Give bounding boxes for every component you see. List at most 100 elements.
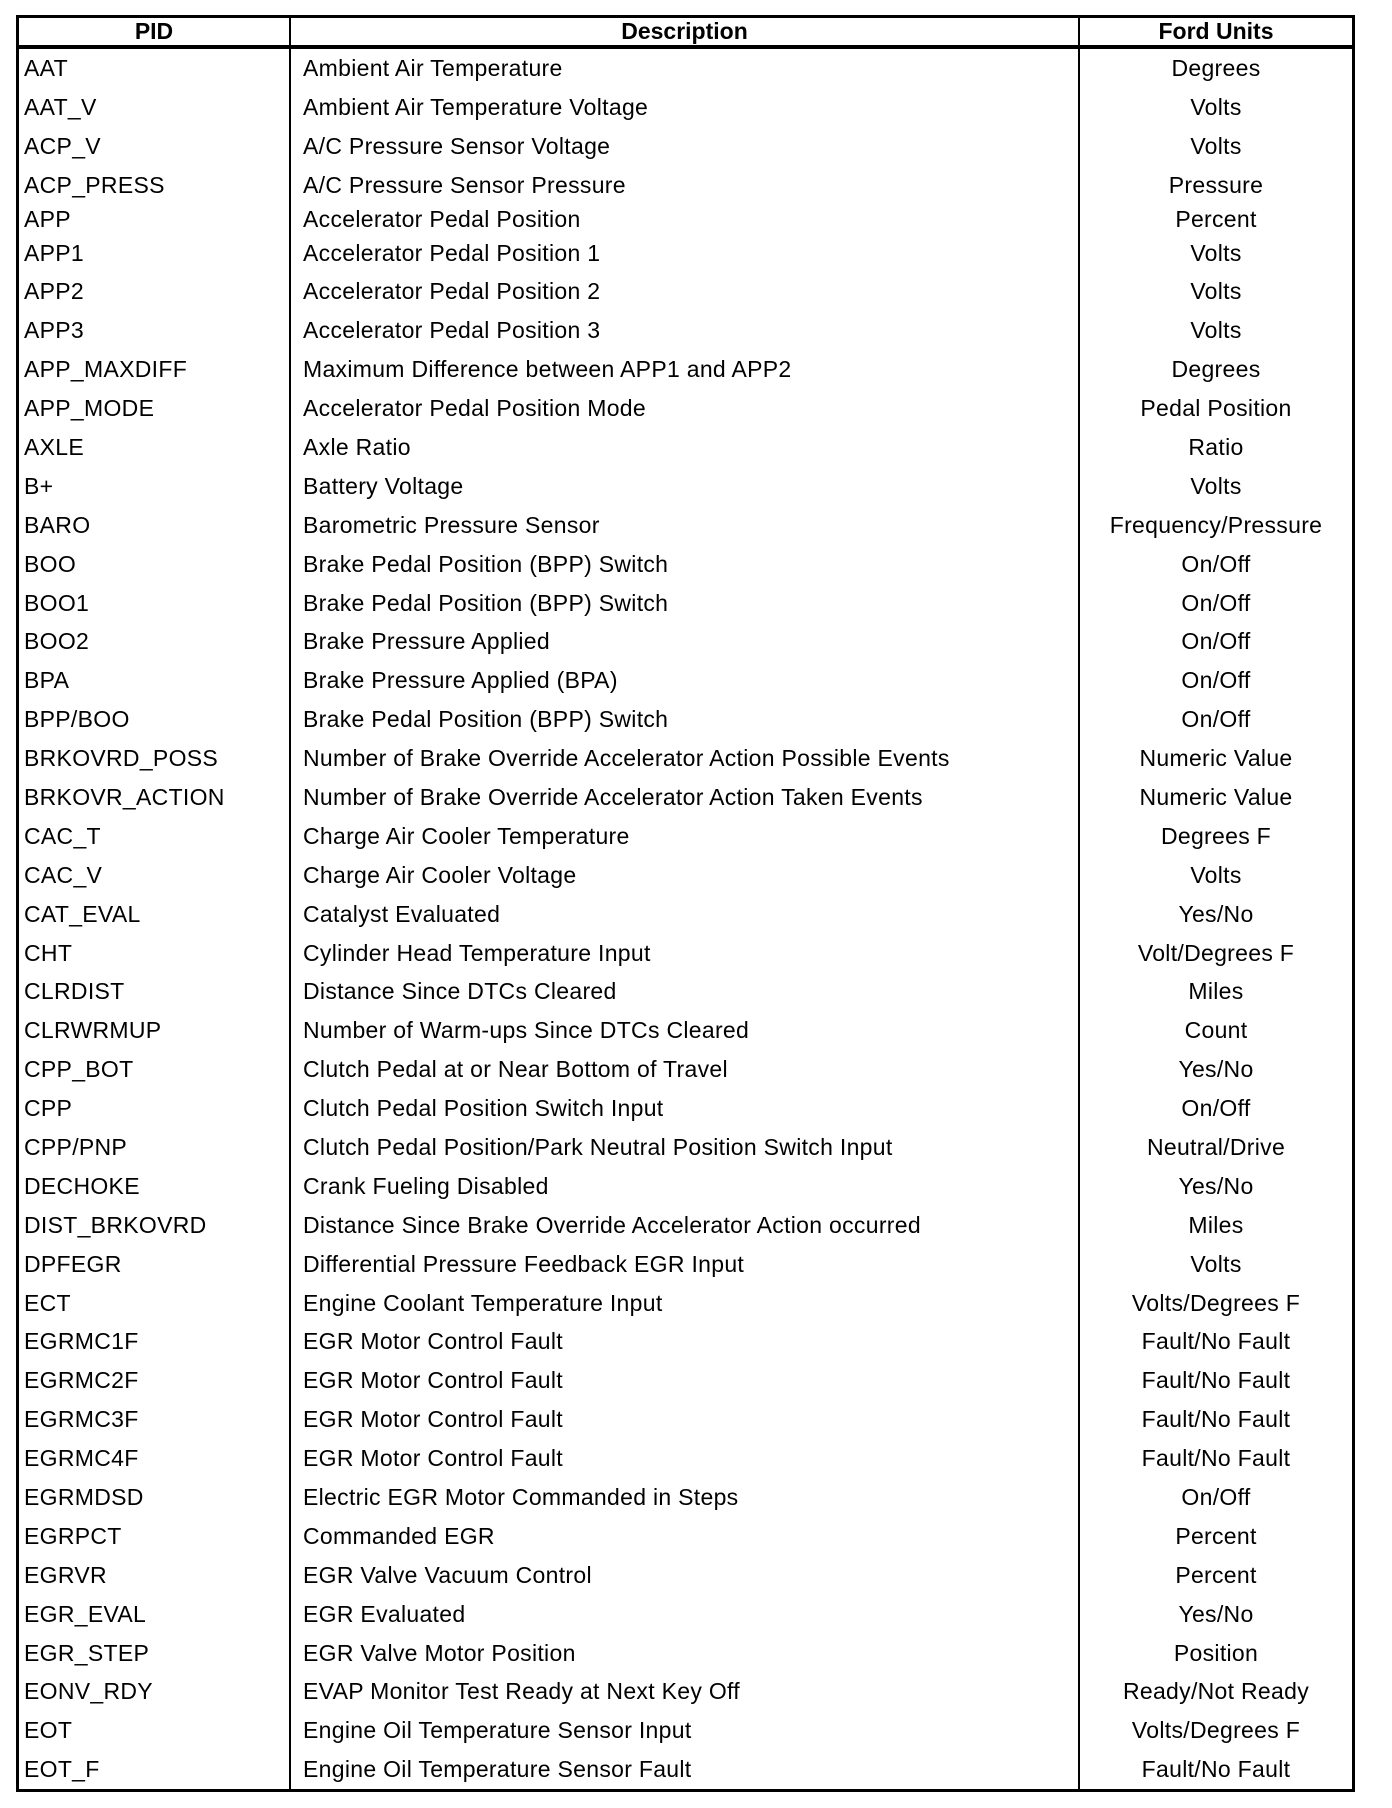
pid-cell: EGRMC3F xyxy=(19,1400,291,1440)
table-row: BARO Barometric Pressure Sensor Frequency/… xyxy=(19,505,1352,545)
description-cell: Accelerator Pedal Position Mode xyxy=(291,389,1080,429)
description-cell: Ambient Air Temperature xyxy=(291,49,1080,88)
pid-cell: APP1 xyxy=(19,233,291,273)
pid-cell: ECT xyxy=(19,1283,291,1323)
table-row: APP_MODE Accelerator Pedal Position Mode P… xyxy=(19,389,1352,429)
pid-cell: CPP/PNP xyxy=(19,1128,291,1167)
units-cell: Percent xyxy=(1175,1522,1257,1549)
description-cell: Brake Pressure Applied xyxy=(291,622,1080,662)
description-cell: Ambient Air Temperature Voltage xyxy=(291,87,1080,127)
table-header: PID Description Ford Units xyxy=(19,18,1352,49)
description-cell: Engine Oil Temperature Sensor Input xyxy=(291,1711,1080,1751)
description-cell: Battery Voltage xyxy=(291,466,1080,506)
pid-cell: ACP_V xyxy=(19,126,291,166)
units-cell: Yes/No xyxy=(1178,1600,1254,1627)
pid-cell: BOO1 xyxy=(19,583,291,623)
units-cell: Miles xyxy=(1188,978,1244,1005)
units-cell: On/Off xyxy=(1181,667,1251,694)
pid-cell: AAT_V xyxy=(19,87,291,127)
pid-cell: APP xyxy=(19,204,291,234)
table-row: EOT Engine Oil Temperature Sensor Input Vo… xyxy=(19,1711,1352,1751)
table-row: EGRMC4F EGR Motor Control Fault Fault/No F… xyxy=(19,1439,1352,1479)
header-description: Description xyxy=(291,18,1080,45)
pid-cell: EGR_EVAL xyxy=(19,1594,291,1634)
table-row: AXLE Axle Ratio Ratio xyxy=(19,428,1352,467)
description-cell: Number of Brake Override Accelerator Act… xyxy=(291,739,1080,779)
description-cell: Accelerator Pedal Position 1 xyxy=(291,233,1080,273)
units-cell: On/Off xyxy=(1181,550,1251,577)
pid-cell: EGR_STEP xyxy=(19,1633,291,1673)
table-row: EGRMDSD Electric EGR Motor Commanded in S… xyxy=(19,1478,1352,1517)
pid-cell: CPP xyxy=(19,1089,291,1129)
description-cell: EGR Evaluated xyxy=(291,1594,1080,1634)
pid-cell: CAC_V xyxy=(19,855,291,895)
description-cell: Barometric Pressure Sensor xyxy=(291,505,1080,545)
description-cell: Charge Air Cooler Temperature xyxy=(291,816,1080,856)
pid-cell: BOO2 xyxy=(19,622,291,662)
description-cell: Clutch Pedal Position Switch Input xyxy=(291,1089,1080,1129)
table-row: BRKOVRD_POSS Number of Brake Override Acc… xyxy=(19,739,1352,779)
table-row: APP Accelerator Pedal Position Percent xyxy=(19,204,1352,234)
table-row: AAT Ambient Air Temperature Degrees xyxy=(19,49,1352,88)
units-cell: On/Off xyxy=(1181,1484,1251,1510)
description-cell: Brake Pedal Position (BPP) Switch xyxy=(291,583,1080,623)
table-row: EOT_F Engine Oil Temperature Sensor Fault… xyxy=(19,1750,1352,1790)
units-cell: Degrees xyxy=(1171,54,1261,81)
pid-cell: DPFEGR xyxy=(19,1244,291,1284)
pid-cell: BPP/BOO xyxy=(19,700,291,740)
units-cell: Pedal Position xyxy=(1140,395,1292,422)
table-row: AAT_V Ambient Air Temperature Voltage Volt… xyxy=(19,87,1352,127)
pid-table: PID Description Ford Units AAT Ambient Ai… xyxy=(16,15,1355,1792)
units-cell: Volts/Degrees F xyxy=(1131,1289,1301,1316)
pid-cell: BRKOVRD_POSS xyxy=(19,739,291,779)
units-cell: Volts xyxy=(1190,1250,1242,1277)
pid-cell: CLRWRMUP xyxy=(19,1011,291,1051)
pid-cell: APP_MODE xyxy=(19,389,291,429)
table-row: CAT_EVAL Catalyst Evaluated Yes/No xyxy=(19,894,1352,934)
units-cell: Volt/Degrees F xyxy=(1137,939,1295,966)
pid-cell: DIST_BRKOVRD xyxy=(19,1205,291,1245)
description-cell: Brake Pressure Applied (BPA) xyxy=(291,661,1080,701)
description-cell: Brake Pedal Position (BPP) Switch xyxy=(291,544,1080,584)
description-cell: EGR Motor Control Fault xyxy=(291,1400,1080,1440)
units-cell: Fault/No Fault xyxy=(1141,1328,1291,1355)
units-cell: Volts xyxy=(1190,472,1242,499)
units-cell: Percent xyxy=(1175,1561,1257,1588)
description-cell: Differential Pressure Feedback EGR Input xyxy=(291,1244,1080,1284)
description-cell: A/C Pressure Sensor Pressure xyxy=(291,165,1080,205)
pid-cell: BARO xyxy=(19,505,291,545)
description-cell: Clutch Pedal Position/Park Neutral Posit… xyxy=(291,1128,1080,1167)
pid-cell: EGRMDSD xyxy=(19,1478,291,1517)
description-cell: Maximum Difference between APP1 and APP2 xyxy=(291,350,1080,390)
units-cell: Yes/No xyxy=(1178,1056,1254,1083)
units-cell: Volts xyxy=(1190,278,1242,305)
description-cell: Catalyst Evaluated xyxy=(291,894,1080,934)
table-row: CLRWRMUP Number of Warm-ups Since DTCs Cl… xyxy=(19,1011,1352,1051)
table-row: B+ Battery Voltage Volts xyxy=(19,466,1352,506)
units-cell: Neutral/Drive xyxy=(1146,1133,1286,1160)
pid-cell: BOO xyxy=(19,544,291,584)
table-row: CAC_T Charge Air Cooler Temperature Degree… xyxy=(19,816,1352,856)
table-row: BRKOVR_ACTION Number of Brake Override Ac… xyxy=(19,778,1352,817)
units-cell: Volts xyxy=(1190,317,1242,344)
pid-cell: AAT xyxy=(19,49,291,88)
table-row: EGRMC2F EGR Motor Control Fault Fault/No F… xyxy=(19,1361,1352,1401)
pid-cell: ACP_PRESS xyxy=(19,165,291,205)
units-cell: Volts xyxy=(1190,239,1242,266)
pid-cell: EGRMC2F xyxy=(19,1361,291,1401)
table-row: CPP/PNP Clutch Pedal Position/Park Neutra… xyxy=(19,1128,1352,1167)
header-units: Ford Units xyxy=(1158,18,1274,44)
description-cell: EVAP Monitor Test Ready at Next Key Off xyxy=(291,1672,1080,1712)
units-cell: Degrees F xyxy=(1160,822,1272,849)
pid-cell: AXLE xyxy=(19,428,291,467)
units-cell: Volts xyxy=(1190,132,1242,159)
units-cell: On/Off xyxy=(1181,706,1251,733)
table-row: ACP_PRESS A/C Pressure Sensor Pressure Pre… xyxy=(19,165,1352,205)
table-row: EGRVR EGR Valve Vacuum Control Percent xyxy=(19,1555,1352,1595)
description-cell: Axle Ratio xyxy=(291,428,1080,467)
units-cell: Miles xyxy=(1188,1211,1244,1238)
table-row: CPP Clutch Pedal Position Switch Input On/… xyxy=(19,1089,1352,1129)
table-row: DPFEGR Differential Pressure Feedback EGR… xyxy=(19,1244,1352,1284)
units-cell: Degrees xyxy=(1171,356,1261,383)
units-cell: Fault/No Fault xyxy=(1141,1406,1291,1433)
